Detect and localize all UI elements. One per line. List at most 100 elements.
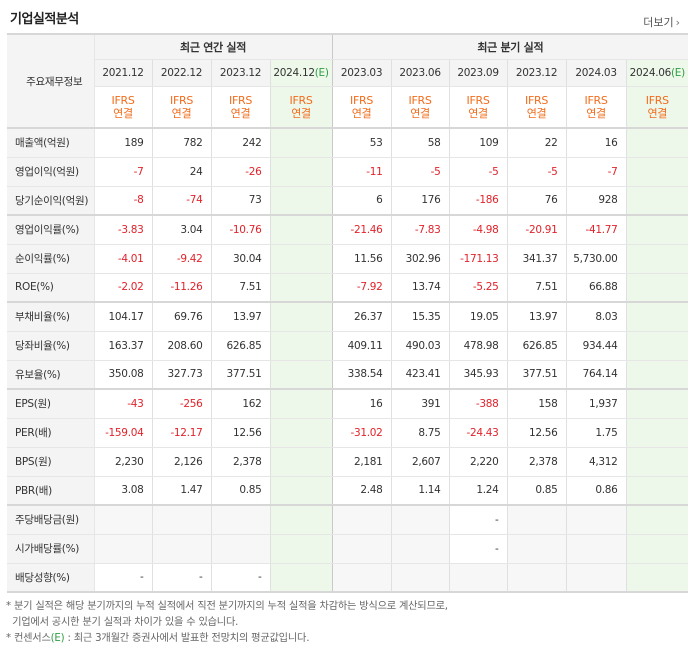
table-cell: -74 (151, 186, 211, 216)
accounting-basis: IFRS 연결 (151, 86, 211, 129)
period-label: 2024.03 (575, 66, 617, 79)
table-cell: 327.73 (151, 360, 211, 390)
table-cell: -21.46 (331, 214, 392, 245)
table-cell (390, 504, 450, 535)
table-cell: - (448, 504, 508, 535)
chevron-right-icon: › (675, 16, 680, 29)
basis-ifrs: IFRS (525, 93, 549, 107)
table-cell: 341.37 (506, 244, 567, 274)
table-cell: -20.91 (506, 214, 567, 245)
table-cell: -7 (94, 157, 152, 187)
table-cell (625, 563, 689, 593)
period-label: 2024.12 (273, 66, 315, 79)
table-cell: 1.47 (151, 476, 211, 506)
table-cell (269, 418, 333, 448)
table-cell: 208.60 (151, 331, 211, 361)
table-cell: -3.83 (94, 214, 152, 245)
row-label: 유보율(%) (7, 360, 95, 390)
quarter-group-header: 최근 분기 실적 (331, 33, 689, 60)
period-header: 2021.12 (94, 59, 152, 87)
table-cell: 478.98 (448, 331, 508, 361)
footnotes: * 분기 실적은 해당 분기까지의 누적 실적에서 직전 분기까지의 누적 실적… (6, 599, 448, 647)
table-cell (269, 563, 333, 593)
row-label-header: 주요재무정보 (7, 33, 95, 129)
table-row: ROE(%) -2.02 -11.26 7.51 -7.92 13.74 -5.25 7.51… (7, 273, 689, 303)
table-cell: 12.56 (210, 418, 270, 448)
row-label: 영업이익(억원) (7, 157, 95, 187)
basis-ifrs: IFRS (229, 93, 252, 107)
table-cell: 189 (94, 127, 152, 158)
table-cell (506, 504, 567, 535)
table-cell (565, 504, 627, 535)
basis-consolidated: 연결 (647, 106, 668, 120)
accounting-basis: IFRS 연결 (94, 86, 152, 129)
table-cell: -11.26 (151, 273, 211, 303)
table-cell: -26 (210, 157, 270, 187)
table-cell: -8 (94, 186, 152, 216)
basis-ifrs: IFRS (289, 93, 313, 107)
table-cell (625, 447, 689, 477)
table-cell (331, 563, 392, 593)
table-cell: 1.14 (390, 476, 450, 506)
table-cell (625, 157, 689, 187)
accounting-basis: IFRS 연결 (269, 86, 333, 129)
table-cell (94, 504, 152, 535)
footnote-line-1: * 분기 실적은 해당 분기까지의 누적 실적에서 직전 분기까지의 누적 실적… (6, 601, 448, 612)
period-label: 2023.03 (340, 66, 383, 79)
header-group-row: 주요재무정보 최근 연간 실적 최근 분기 실적 (7, 33, 689, 129)
table-cell: 3.08 (94, 476, 152, 506)
row-label: PBR(배) (7, 476, 95, 506)
accounting-basis: IFRS 연결 (448, 86, 508, 129)
table-cell: 934.44 (565, 331, 627, 361)
table-cell: 16 (331, 388, 392, 419)
table-cell: 345.93 (448, 360, 508, 390)
table-cell (269, 186, 333, 216)
basis-consolidated: 연결 (526, 106, 547, 120)
annual-group-header: 최근 연간 실적 (94, 33, 333, 60)
basis-ifrs: IFRS (584, 93, 608, 107)
table-cell: 176 (390, 186, 450, 216)
table-cell: 1.24 (448, 476, 508, 506)
table-cell: 2,378 (210, 447, 270, 477)
accounting-basis: IFRS 연결 (390, 86, 450, 129)
basis-consolidated: 연결 (351, 106, 372, 120)
more-label: 더보기 (643, 16, 674, 29)
table-cell: 12.56 (506, 418, 567, 448)
period-header: 2024.12(E) (269, 59, 333, 87)
period-header: 2023.12 (210, 59, 270, 87)
table-row: 주당배당금(원) - (7, 504, 689, 535)
table-cell: 377.51 (506, 360, 567, 390)
table-cell: 2,126 (151, 447, 211, 477)
estimate-mark: (E) (671, 66, 685, 79)
basis-ifrs: IFRS (645, 93, 669, 107)
table-cell: 22 (506, 127, 567, 158)
period-label: 2023.09 (457, 66, 499, 79)
table-row: 매출액(억원) 189 782 242 53 58 109 22 16 (7, 127, 689, 158)
table-cell: 6 (331, 186, 392, 216)
table-cell: 16 (565, 127, 627, 158)
table-cell: 104.17 (94, 301, 152, 332)
table-cell (625, 331, 689, 361)
table-cell: 109 (448, 127, 508, 158)
table-cell: 24 (151, 157, 211, 187)
table-cell: 302.96 (390, 244, 450, 274)
table-row: PER(배) -159.04 -12.17 12.56 -31.02 8.75 -24.43… (7, 418, 689, 448)
more-link[interactable]: 더보기 › (643, 14, 680, 30)
table-cell: 30.04 (210, 244, 270, 274)
table-cell: -5 (506, 157, 567, 187)
basis-ifrs: IFRS (111, 93, 135, 107)
table-cell (625, 504, 689, 535)
table-cell: -5 (448, 157, 508, 187)
period-header: 2022.12 (151, 59, 211, 87)
table-cell: - (94, 563, 152, 593)
row-label: EPS(원) (7, 388, 95, 419)
table-row: PBR(배) 3.08 1.47 0.85 2.48 1.14 1.24 0.85 0.86 (7, 476, 689, 506)
table-row: 영업이익(억원) -7 24 -26 -11 -5 -5 -5 -7 (7, 157, 689, 187)
table-cell: -388 (448, 388, 508, 419)
table-cell: 2,230 (94, 447, 152, 477)
basis-consolidated: 연결 (410, 106, 430, 120)
table-cell (269, 127, 333, 158)
row-label: 매출액(억원) (7, 127, 95, 158)
table-cell (269, 157, 333, 187)
table-cell: 0.86 (565, 476, 627, 506)
